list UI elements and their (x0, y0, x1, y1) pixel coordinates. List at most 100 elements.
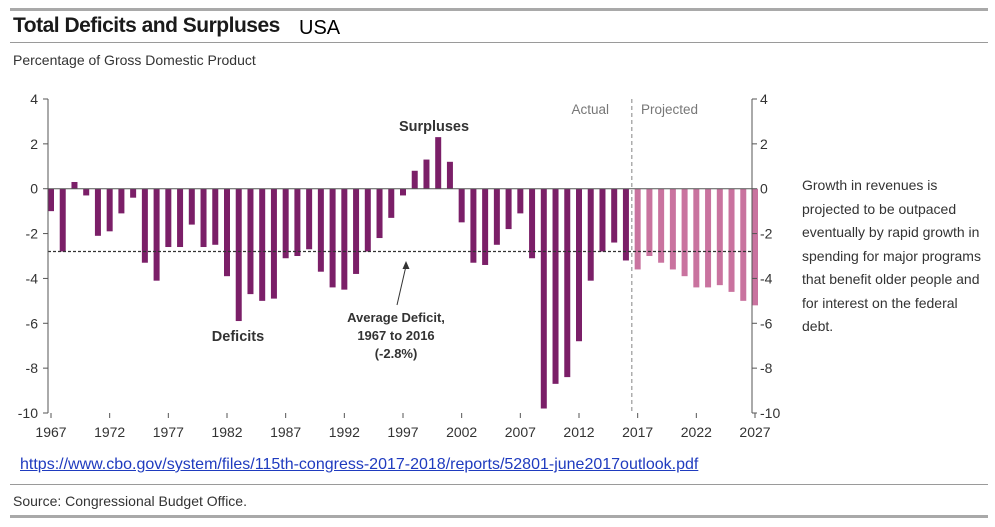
bar-1973 (118, 188, 125, 214)
side-note: Growth in revenues is projected to be ou… (802, 177, 981, 334)
bar-2024 (716, 188, 723, 286)
bar-2018 (646, 188, 653, 256)
bar-1989 (306, 188, 313, 250)
x-tick-label: 2017 (622, 424, 653, 440)
left-tick-label: 4 (30, 91, 38, 107)
bar-1994 (364, 188, 371, 252)
bar-2011 (564, 188, 571, 378)
right-tick-label: -6 (760, 315, 773, 331)
bar-2013 (587, 188, 594, 281)
country-label: USA (299, 17, 341, 39)
bar-1982 (224, 188, 230, 277)
bar-2005 (493, 188, 500, 245)
bars-group (48, 137, 758, 409)
bar-1980 (200, 188, 207, 248)
bar-1998 (411, 170, 418, 189)
average-deficit-pointer (396, 265, 407, 306)
x-tick-label: 1967 (35, 424, 66, 440)
bar-1987 (282, 188, 289, 259)
bar-1991 (329, 188, 336, 288)
bar-1971 (94, 188, 101, 236)
right-tick-label: -4 (760, 270, 773, 286)
bar-2006 (505, 188, 512, 230)
right-tick-label: 2 (760, 136, 768, 152)
bar-2002 (458, 188, 465, 223)
average-label-line2: 1967 to 2016 (357, 328, 434, 343)
x-tick-label: 2002 (446, 424, 477, 440)
bar-2003 (470, 188, 477, 263)
left-tick-label: -6 (26, 315, 39, 331)
bar-2022 (693, 188, 700, 288)
deficits-label: Deficits (212, 329, 264, 345)
chart-title: Total Deficits and Surpluses (13, 14, 280, 37)
surpluses-label: Surpluses (399, 119, 469, 135)
left-tick-label: 2 (30, 136, 38, 152)
bar-2016 (622, 188, 629, 261)
bar-1997 (400, 188, 406, 196)
bar-1972 (106, 188, 113, 232)
x-axis: 1967 1972 1977 1982 1987 1992 1997 2002 2007 2012… (35, 413, 771, 440)
bar-1979 (188, 188, 195, 225)
left-tick-label: -4 (26, 270, 39, 286)
bar-1970 (83, 188, 90, 196)
bar-2017 (634, 188, 641, 270)
bar-1978 (177, 188, 184, 248)
left-y-axis: 4 2 0 -2 -4 -6 -8 -10 (18, 91, 49, 421)
bar-1976 (153, 188, 160, 281)
x-tick-label: 1997 (387, 424, 418, 440)
bar-2023 (705, 188, 712, 288)
bar-1984 (247, 188, 254, 295)
x-tick-label: 1977 (153, 424, 184, 440)
bar-1990 (317, 188, 324, 272)
bar-1967 (48, 188, 54, 212)
projected-label: Projected (641, 102, 698, 117)
bar-1995 (376, 188, 383, 239)
left-tick-label: 0 (30, 181, 38, 197)
bar-2007 (517, 188, 524, 214)
right-tick-label: -8 (760, 360, 773, 376)
bar-1968 (59, 188, 66, 252)
actual-label: Actual (571, 102, 609, 117)
bar-2000 (435, 137, 442, 189)
bar-1981 (212, 188, 219, 245)
average-deficit-arrowhead (402, 261, 410, 269)
chart-subtitle: Percentage of Gross Domestic Product (13, 52, 256, 68)
bar-2014 (599, 188, 606, 252)
bar-2025 (728, 188, 735, 292)
bar-2026 (740, 188, 747, 301)
average-label-line1: Average Deficit, (347, 310, 445, 325)
left-tick-label: -2 (26, 226, 39, 242)
right-tick-label: -10 (760, 405, 780, 421)
bar-2001 (446, 161, 453, 189)
bar-2010 (552, 188, 559, 384)
left-tick-label: -8 (26, 360, 39, 376)
average-label-line3: (-2.8%) (375, 346, 418, 361)
bar-1975 (141, 188, 148, 263)
bar-1969 (71, 181, 78, 189)
source-link[interactable]: https://www.cbo.gov/system/files/115th-c… (20, 456, 699, 473)
bar-2004 (482, 188, 489, 265)
bottom-thick-rule (10, 515, 988, 518)
bar-1993 (353, 188, 360, 274)
x-tick-label: 2012 (563, 424, 594, 440)
x-tick-label: 2027 (739, 424, 770, 440)
bar-1988 (294, 188, 301, 256)
bar-2020 (669, 188, 676, 270)
bar-1974 (130, 188, 137, 198)
left-tick-label: -10 (18, 405, 38, 421)
bar-1996 (388, 188, 395, 218)
bar-2027 (752, 188, 758, 306)
bar-1983 (235, 188, 242, 322)
x-tick-label: 1982 (211, 424, 242, 440)
right-tick-label: -2 (760, 226, 773, 242)
bar-2009 (540, 188, 547, 409)
x-tick-label: 2007 (505, 424, 536, 440)
top-rule (10, 8, 988, 11)
title-rule (10, 42, 988, 43)
x-tick-label: 1972 (94, 424, 125, 440)
right-tick-label: 0 (760, 181, 768, 197)
bottom-rule (10, 484, 988, 485)
bar-1985 (259, 188, 266, 301)
x-tick-label: 1992 (329, 424, 360, 440)
